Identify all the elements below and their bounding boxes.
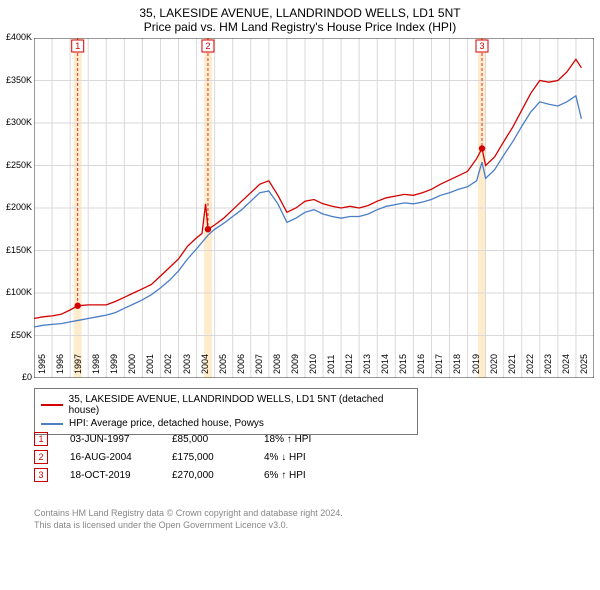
y-tick-label: £350K: [0, 75, 32, 85]
x-tick-label: 2021: [507, 344, 517, 374]
transaction-price: £270,000: [172, 470, 242, 481]
x-tick-label: 2024: [561, 344, 571, 374]
transaction-diff: 4% ↓ HPI: [264, 452, 344, 463]
y-tick-label: £50K: [0, 330, 32, 340]
x-tick-label: 2018: [452, 344, 462, 374]
x-tick-label: 2012: [344, 344, 354, 374]
chart-subtitle: Price paid vs. HM Land Registry's House …: [0, 20, 600, 38]
legend-item: 35, LAKESIDE AVENUE, LLANDRINDOD WELLS, …: [41, 393, 411, 417]
x-tick-label: 2015: [398, 344, 408, 374]
x-tick-label: 2007: [254, 344, 264, 374]
x-tick-label: 1995: [37, 344, 47, 374]
x-tick-label: 1999: [109, 344, 119, 374]
y-tick-label: £250K: [0, 160, 32, 170]
footnote-line: Contains HM Land Registry data © Crown c…: [34, 508, 574, 520]
y-tick-label: £100K: [0, 287, 32, 297]
y-tick-label: £300K: [0, 117, 32, 127]
y-tick-label: £0: [0, 372, 32, 382]
x-tick-label: 2017: [434, 344, 444, 374]
transaction-date: 16-AUG-2004: [70, 452, 150, 463]
transaction-diff: 6% ↑ HPI: [264, 470, 344, 481]
transaction-price: £85,000: [172, 434, 242, 445]
chart-area: £0£50K£100K£150K£200K£250K£300K£350K£400…: [34, 38, 594, 378]
x-tick-label: 2014: [380, 344, 390, 374]
chart-title: 35, LAKESIDE AVENUE, LLANDRINDOD WELLS, …: [0, 0, 600, 20]
x-tick-label: 2005: [218, 344, 228, 374]
x-tick-label: 2004: [200, 344, 210, 374]
transaction-row: 2 16-AUG-2004 £175,000 4% ↓ HPI: [34, 448, 574, 466]
transactions-table: 1 03-JUN-1997 £85,000 18% ↑ HPI 2 16-AUG-2004…: [34, 430, 574, 484]
footnote: Contains HM Land Registry data © Crown c…: [34, 508, 574, 531]
transaction-row: 3 18-OCT-2019 £270,000 6% ↑ HPI: [34, 466, 574, 484]
transaction-marker: 2: [34, 450, 48, 464]
legend-label: HPI: Average price, detached house, Powy…: [69, 418, 264, 429]
x-tick-label: 2002: [163, 344, 173, 374]
y-tick-label: £150K: [0, 245, 32, 255]
legend-item: HPI: Average price, detached house, Powy…: [41, 417, 411, 430]
x-tick-label: 2000: [127, 344, 137, 374]
transaction-diff: 18% ↑ HPI: [264, 434, 344, 445]
transaction-marker: 1: [34, 432, 48, 446]
transaction-price: £175,000: [172, 452, 242, 463]
x-tick-label: 1998: [91, 344, 101, 374]
x-tick-label: 2011: [326, 344, 336, 374]
x-tick-label: 1996: [55, 344, 65, 374]
chart-plot: 1 2 3: [34, 38, 594, 378]
legend-swatch: [41, 404, 63, 406]
x-tick-label: 2006: [236, 344, 246, 374]
x-tick-label: 2010: [308, 344, 318, 374]
x-tick-label: 2020: [489, 344, 499, 374]
x-tick-label: 2022: [525, 344, 535, 374]
x-tick-label: 2003: [182, 344, 192, 374]
y-axis-labels: £0£50K£100K£150K£200K£250K£300K£350K£400…: [0, 38, 34, 378]
y-tick-label: £200K: [0, 202, 32, 212]
x-tick-label: 1997: [73, 344, 83, 374]
x-tick-label: 2025: [579, 344, 589, 374]
svg-text:3: 3: [479, 41, 484, 51]
legend: 35, LAKESIDE AVENUE, LLANDRINDOD WELLS, …: [34, 388, 418, 435]
legend-swatch: [41, 423, 63, 425]
x-axis-labels: 1995 1996 1997 1998 1999 2000 2001 2002 2003 2004…: [34, 346, 594, 382]
x-tick-label: 2008: [272, 344, 282, 374]
x-tick-label: 2009: [290, 344, 300, 374]
footnote-line: This data is licensed under the Open Gov…: [34, 520, 574, 532]
svg-text:2: 2: [205, 41, 210, 51]
x-tick-label: 2001: [145, 344, 155, 374]
x-tick-label: 2013: [362, 344, 372, 374]
y-tick-label: £400K: [0, 32, 32, 42]
x-tick-label: 2016: [416, 344, 426, 374]
transaction-date: 03-JUN-1997: [70, 434, 150, 445]
legend-label: 35, LAKESIDE AVENUE, LLANDRINDOD WELLS, …: [69, 394, 411, 416]
transaction-marker: 3: [34, 468, 48, 482]
x-tick-label: 2019: [471, 344, 481, 374]
transaction-row: 1 03-JUN-1997 £85,000 18% ↑ HPI: [34, 430, 574, 448]
transaction-date: 18-OCT-2019: [70, 470, 150, 481]
x-tick-label: 2023: [543, 344, 553, 374]
svg-text:1: 1: [75, 41, 80, 51]
